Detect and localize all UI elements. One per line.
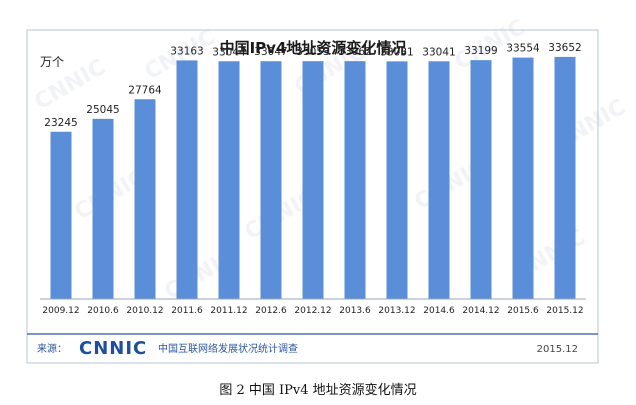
x-tick-2011.6: 2011.6: [171, 306, 203, 316]
value-label-2011.6: 33163: [170, 45, 203, 57]
bar-2009.12: [50, 131, 72, 299]
value-label-2015.12: 33652: [548, 42, 581, 54]
bar-2013.6: [344, 61, 366, 299]
bar-2014.6: [428, 61, 450, 299]
unit-label: 万个: [40, 55, 64, 69]
x-tick-2015.6: 2015.6: [507, 306, 539, 316]
figure-caption: 图 2 中国 IPv4 地址资源变化情况: [219, 383, 417, 398]
bar-2010.12: [134, 99, 156, 299]
bar-2010.6: [92, 118, 114, 299]
bar-2015.12: [554, 56, 576, 300]
value-label-2012.6: 33047: [254, 46, 287, 58]
value-label-2014.12: 33199: [464, 45, 497, 57]
value-label-2010.6: 25045: [86, 104, 119, 116]
survey-text: 中国互联网络发展状况统计调查: [158, 342, 298, 355]
x-tick-2012.6: 2012.6: [255, 306, 287, 316]
footer-date: 2015.12: [537, 344, 578, 355]
x-tick-2010.12: 2010.12: [126, 306, 163, 316]
value-label-2009.12: 23245: [44, 117, 77, 129]
value-label-2013.6: 33062: [338, 46, 371, 58]
bar-2014.12: [470, 60, 492, 299]
source-label: 来源：: [37, 342, 67, 355]
x-tick-2009.12: 2009.12: [42, 306, 79, 316]
bar-2013.12: [386, 61, 408, 299]
bar-2012.12: [302, 61, 324, 299]
chart-frame: [26, 29, 599, 364]
value-label-2012.12: 33053: [296, 46, 329, 58]
x-tick-2013.6: 2013.6: [339, 306, 371, 316]
x-tick-2013.12: 2013.12: [378, 306, 415, 316]
value-label-2014.6: 33041: [422, 46, 455, 58]
x-tick-2015.12: 2015.12: [546, 306, 583, 316]
bar-2011.6: [176, 60, 198, 299]
bar-2011.12: [218, 61, 240, 299]
bar-2015.6: [512, 57, 534, 299]
x-tick-2011.12: 2011.12: [210, 306, 247, 316]
value-label-2013.12: 33031: [380, 46, 413, 58]
bar-group: 23245 2009.12 25045 2010.6 27764 2010.12 33163…: [42, 42, 583, 316]
cnnic-logo: CNNIC: [79, 338, 147, 359]
x-tick-2014.12: 2014.12: [462, 306, 499, 316]
x-tick-2014.6: 2014.6: [423, 306, 455, 316]
bar-2012.6: [260, 61, 282, 299]
value-label-2011.12: 33044: [212, 46, 246, 58]
value-label-2010.12: 27764: [128, 84, 162, 96]
x-tick-2010.6: 2010.6: [87, 306, 119, 316]
value-label-2015.6: 33554: [506, 43, 540, 55]
chart-title: 中国IPv4地址资源变化情况: [220, 39, 407, 57]
x-tick-2012.12: 2012.12: [294, 306, 331, 316]
